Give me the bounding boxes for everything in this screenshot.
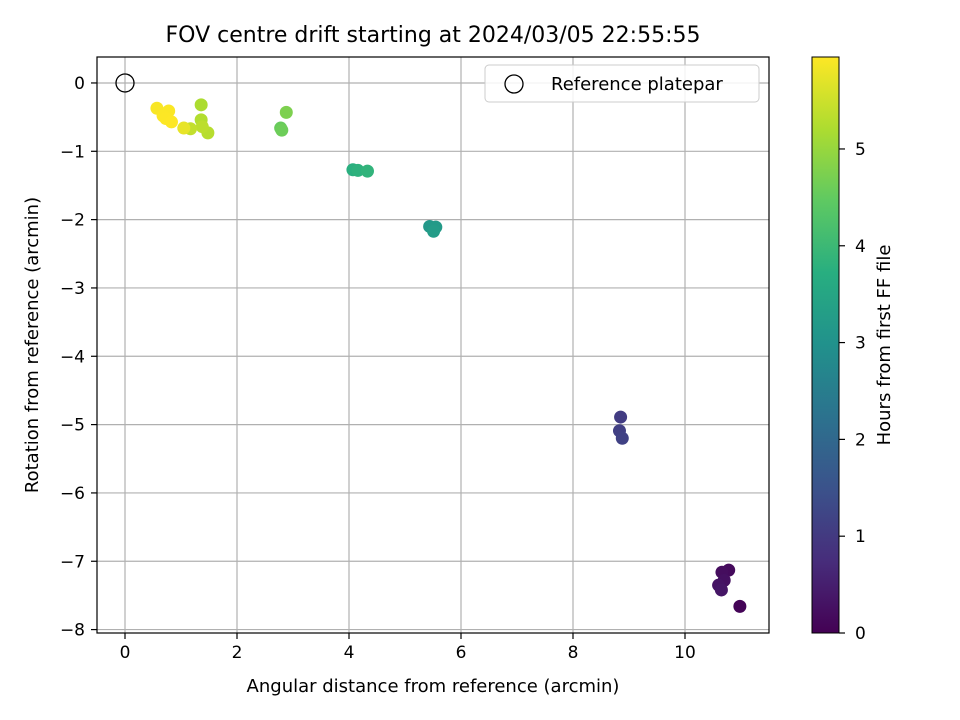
- x-axis-label: Angular distance from reference (arcmin): [247, 676, 620, 697]
- chart-title: FOV centre drift starting at 2024/03/05 …: [166, 23, 701, 48]
- x-tick-label: 6: [456, 643, 467, 663]
- x-tick-label: 4: [344, 643, 355, 663]
- legend-marker-icon: [504, 74, 524, 94]
- data-point: [614, 410, 628, 424]
- colorbar-label: Hours from first FF file: [874, 245, 895, 446]
- x-tick-label: 8: [568, 643, 579, 663]
- legend-label: Reference platepar: [551, 74, 723, 95]
- data-point: [275, 123, 289, 137]
- y-axis-ticks: 0 −1 −2 −3 −4 −5 −6 −7 −8: [60, 74, 97, 641]
- y-tick-label: −5: [60, 416, 85, 436]
- data-point: [733, 599, 747, 613]
- y-tick-label: −6: [60, 484, 85, 504]
- y-tick-label: −8: [60, 621, 85, 641]
- data-point: [360, 164, 374, 178]
- colorbar: [811, 56, 840, 634]
- data-point: [615, 431, 629, 445]
- y-tick-label: −7: [60, 552, 85, 572]
- x-tick-label: 2: [232, 643, 243, 663]
- data-point: [177, 121, 191, 135]
- x-axis-ticks: 0 2 4 6 8 10: [120, 633, 696, 663]
- x-tick-label: 0: [120, 643, 131, 663]
- data-point: [714, 583, 728, 597]
- y-tick-label: 0: [74, 74, 85, 94]
- y-tick-label: −4: [60, 347, 85, 367]
- data-point: [279, 105, 293, 119]
- data-point: [194, 98, 208, 112]
- plot-frame: [96, 56, 770, 634]
- x-tick-label: 10: [674, 643, 696, 663]
- colorbar-tick-label: 1: [855, 527, 866, 547]
- data-point: [351, 163, 365, 177]
- y-tick-label: −2: [60, 211, 85, 231]
- colorbar-tick-label: 4: [855, 237, 866, 257]
- data-point: [427, 224, 441, 238]
- grid: [97, 57, 769, 633]
- y-tick-label: −3: [60, 279, 85, 299]
- data-point: [164, 115, 178, 129]
- colorbar-tick-label: 0: [855, 624, 866, 644]
- colorbar-tick-label: 3: [855, 334, 866, 354]
- data-point: [195, 120, 209, 134]
- y-tick-label: −1: [60, 142, 85, 162]
- colorbar-ticks: 0 1 2 3 4 5: [839, 140, 866, 644]
- colorbar-tick-label: 2: [855, 430, 866, 450]
- colorbar-tick-label: 5: [855, 140, 866, 160]
- y-axis-label: Rotation from reference (arcmin): [22, 197, 43, 493]
- data-points: [150, 98, 747, 613]
- reference-marker: [115, 73, 135, 93]
- legend-box: [484, 64, 760, 103]
- legend: Reference platepar: [484, 64, 760, 103]
